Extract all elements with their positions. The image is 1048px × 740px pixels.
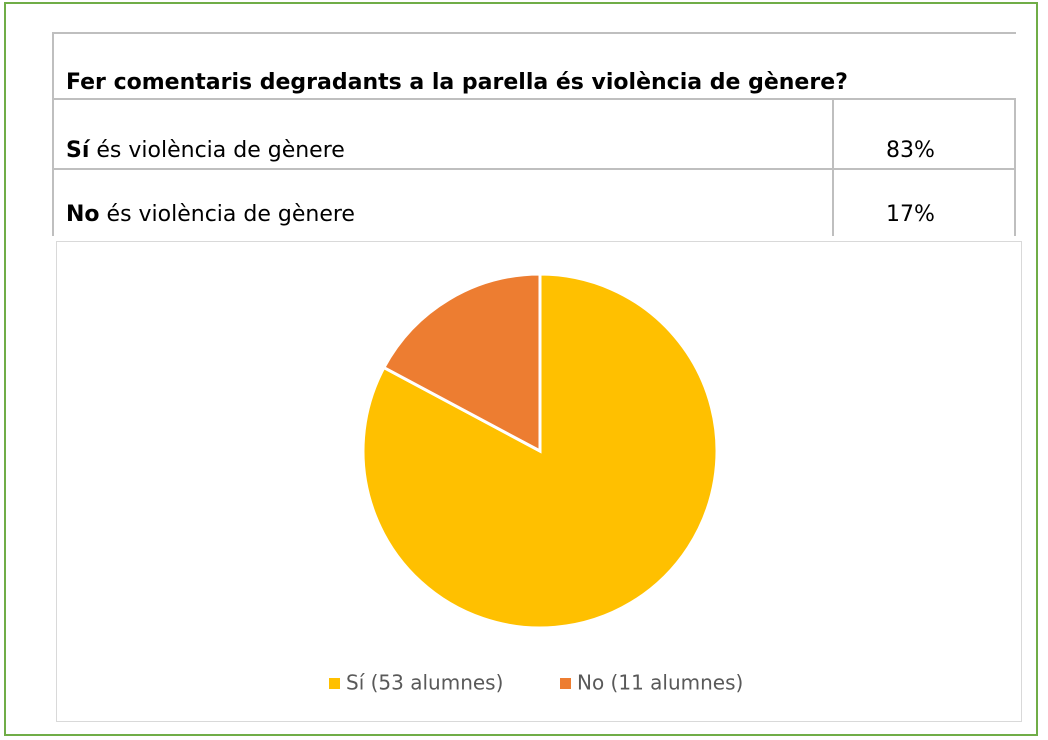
legend-label: No (11 alumnes)	[577, 671, 743, 695]
legend-swatch	[560, 678, 571, 689]
row-label: No és violència de gènere	[66, 202, 355, 227]
chart: Sí (53 alumnes) No (11 alumnes)	[329, 272, 743, 695]
row-share: 17%	[886, 202, 935, 227]
title-cell	[52, 32, 1016, 100]
page: Fer comentaris degradants a la parella é…	[4, 2, 1038, 736]
row-label-text: és violència de gènere	[106, 202, 355, 227]
row-label: Sí és violència de gènere	[66, 138, 345, 163]
row-label-bold: Sí	[66, 138, 90, 163]
column-divider	[832, 100, 834, 236]
row-label-text: és violència de gènere	[96, 138, 345, 163]
table-title: Fer comentaris degradants a la parella é…	[66, 70, 848, 95]
row-cell	[52, 100, 1016, 170]
chart-frame: Sí (53 alumnes) No (11 alumnes)	[56, 241, 1022, 722]
row-share: 83%	[886, 138, 935, 163]
pie-slice	[381, 272, 542, 454]
pie-slice	[361, 272, 719, 630]
legend-label: Sí (53 alumnes)	[346, 671, 503, 695]
row-cell	[52, 170, 1016, 236]
row-label-bold: No	[66, 202, 100, 227]
legend-swatch	[329, 678, 340, 689]
